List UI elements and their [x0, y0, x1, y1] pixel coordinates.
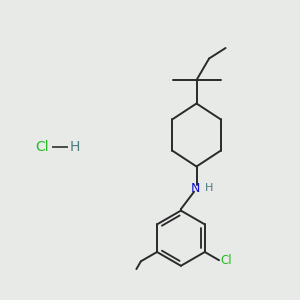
Text: H: H [205, 183, 213, 193]
Text: Cl: Cl [220, 254, 232, 267]
Text: H: H [69, 140, 80, 154]
Text: N: N [190, 182, 200, 195]
Text: Cl: Cl [35, 140, 49, 154]
